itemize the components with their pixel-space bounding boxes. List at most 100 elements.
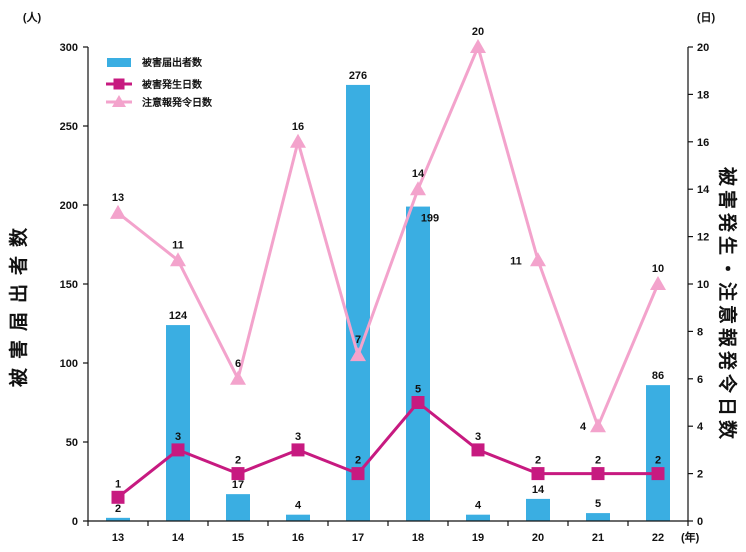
warning-days-value-label-14: 11 [172,239,184,251]
reported-victims-bar-15 [226,494,250,521]
damage-days-value-label-22: 2 [655,455,661,467]
left-tick-label: 250 [60,121,78,133]
right-tick-label: 0 [697,516,703,528]
bars-group [106,84,670,522]
left-tick-label: 200 [60,200,78,212]
x-tick-label-20: 20 [532,532,544,544]
reported-victims-bar-18 [406,206,430,521]
damage-days-marker-14 [171,443,185,457]
markers-group [110,39,666,504]
x-tick-label-17: 17 [352,532,364,544]
warning-days-marker-13 [110,204,126,219]
warning-days-marker-18 [410,181,426,196]
legend-label-damage-days: 被害発生日数 [142,78,203,91]
damage-days-marker-17 [351,467,365,481]
legend-label-warning-days: 注意報発令日数 [142,96,213,109]
warning-days-marker-16 [290,133,306,148]
x-tick-label-19: 19 [472,532,484,544]
reported-victims-bar-14 [166,325,190,521]
left-tick-label: 300 [60,42,78,54]
right-tick-label: 14 [697,184,710,196]
warning-days-marker-17 [350,347,366,362]
damage-days-marker-20 [531,467,545,481]
damage-days-marker-16 [291,443,305,457]
warning-days-value-label-13: 13 [112,192,124,204]
right-tick-label: 10 [697,279,709,291]
right-tick-label: 18 [697,89,709,101]
reported-victims-value-label-16: 4 [295,500,302,512]
warning-days-value-label-17: 7 [355,334,361,346]
reported-victims-bar-19 [466,514,490,521]
x-tick-label-16: 16 [292,532,304,544]
reported-victims-value-label-22: 86 [652,370,664,382]
x-tick-label-14: 14 [172,532,185,544]
right-axis-unit: (日) [697,11,716,24]
reported-victims-bar-22 [646,385,670,521]
warning-days-value-label-20: 11 [510,255,522,267]
right-tick-label: 20 [697,42,709,54]
damage-days-value-label-19: 3 [475,431,481,443]
warning-days-marker-14 [170,252,186,267]
reported-victims-bar-21 [586,513,610,521]
right-tick-label: 12 [697,232,709,244]
reported-victims-value-label-20: 14 [532,484,545,496]
warning-days-marker-20 [530,252,546,267]
damage-days-marker-15 [231,467,245,481]
right-tick-label: 6 [697,374,703,386]
warning-days-value-label-21: 4 [580,421,587,433]
legend: 被害届出者数 被害発生日数 注意報発令日数 [101,52,251,112]
damage-days-value-label-21: 2 [595,455,601,467]
left-tick-label: 100 [60,358,78,370]
warning-days-marker-22 [650,276,666,290]
damage-days-marker-18 [411,396,425,409]
right-tick-label: 4 [697,421,704,433]
warning-days-marker-15 [230,370,246,385]
damage-days-marker-19 [471,443,485,457]
left-tick-label: 50 [66,437,78,449]
x-tick-label-18: 18 [412,532,424,544]
warning-days-value-label-15: 6 [235,358,241,370]
reported-victims-bar-17 [346,84,370,522]
reported-victims-value-label-15: 17 [232,479,244,491]
x-tick-label-15: 15 [232,532,244,544]
warning-days-value-label-19: 20 [472,26,484,38]
warning-days-value-label-16: 16 [292,121,304,133]
damage-days-value-label-17: 2 [355,455,361,467]
damage-days-line [117,401,658,499]
left-axis-title: 被害届出者数 [7,219,30,387]
reported-victims-value-label-14: 124 [169,310,188,322]
x-tick-label-21: 21 [592,532,604,544]
reported-victims-value-label-21: 5 [595,498,601,510]
legend-swatch-warning-days-marker [112,95,126,107]
left-tick-label: 150 [60,279,78,291]
legend-label-reported-victims: 被害届出者数 [142,56,203,69]
x-tick-label-13: 13 [112,532,124,544]
damage-days-value-label-16: 3 [295,431,301,443]
right-axis-title: 被害発生・注意報発令日数 [716,167,739,443]
right-tick-label: 16 [697,137,709,149]
warning-days-marker-19 [470,39,486,53]
damage-days-value-label-13: 1 [115,478,121,490]
x-tick-label-22: 22 [652,532,664,544]
right-tick-label: 2 [697,469,703,481]
reported-victims-value-label-19: 4 [475,500,482,512]
damage-days-marker-13 [111,490,125,504]
left-tick-label: 0 [72,516,78,528]
legend-swatch-reported-victims [107,58,131,67]
damage-days-value-label-14: 3 [175,431,181,443]
x-axis-unit: (年) [681,530,700,544]
damage-days-value-label-18: 5 [415,384,421,396]
damage-days-marker-22 [651,467,665,481]
reported-victims-bar-13 [106,517,130,521]
warning-days-value-label-22: 10 [652,263,664,275]
warning-days-marker-21 [590,418,606,433]
reported-victims-value-label-18: 199 [421,213,439,225]
left-axis-unit: (人) [23,10,42,24]
damage-days-marker-21 [591,467,605,481]
lines-group [117,45,660,499]
reported-victims-bar-16 [286,514,310,521]
